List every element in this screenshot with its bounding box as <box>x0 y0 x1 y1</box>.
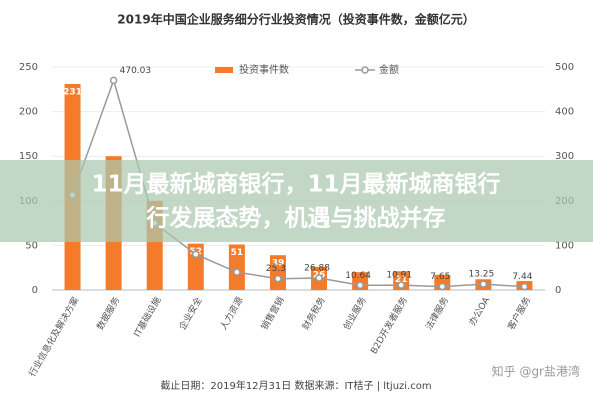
x-tick-label: 企业安全 <box>176 295 204 332</box>
line-label: 10.91 <box>386 271 412 281</box>
x-tick-label: B2D开发者服务 <box>368 295 410 356</box>
line-marker <box>233 268 241 276</box>
bar-label: 231 <box>63 87 82 97</box>
x-tick-label: 财务税务 <box>299 295 327 332</box>
overlay-band <box>0 160 593 242</box>
y-tick-label: 150 <box>19 151 38 162</box>
bar <box>187 243 204 290</box>
line-label: 25.3 <box>266 264 286 274</box>
x-tick-label: 办公OA <box>466 294 492 328</box>
line-marker <box>192 250 200 259</box>
bar-label: 21 <box>395 275 408 285</box>
source: 截止日期：2019年12月31日 数据来源：IT桔子 | ltjuzi.com <box>160 379 431 392</box>
overlay-title: 11月最新城商银行，11月最新城商银行 <box>91 171 500 198</box>
legend-marker <box>361 66 369 74</box>
line-label: 470.03 <box>120 66 152 76</box>
bar-label: 39 <box>272 259 285 269</box>
bar-label: 51 <box>231 248 244 258</box>
x-tick-label: 人力资源 <box>217 295 245 332</box>
line-marker <box>438 282 447 291</box>
x-tick-label: 法律服务 <box>423 295 451 332</box>
y-tick-label: 0 <box>32 285 38 296</box>
y2-tick-label: 500 <box>555 62 574 73</box>
line-label: 13.25 <box>468 270 494 280</box>
chart-title: 2019年中国企业服务细分行业投资情况（投资事件数，金额亿元） <box>117 12 474 27</box>
line-label: 7.44 <box>512 272 532 282</box>
watermark: 知乎 @gr盐港湾 <box>492 364 580 379</box>
legend-label: 投资事件数 <box>239 63 289 76</box>
legend-swatch <box>215 67 233 73</box>
overlay-title: 行发展态势，机遇与挑战并存 <box>146 205 446 232</box>
x-tick-label: 销售营销 <box>258 295 286 332</box>
y2-tick-label: 300 <box>555 151 574 162</box>
legend-label: 金额 <box>379 63 399 76</box>
x-tick-label: IT基础设施 <box>131 295 163 339</box>
line-label: 10.64 <box>345 271 371 281</box>
line-marker <box>274 274 282 283</box>
y-tick-label: 200 <box>19 107 38 118</box>
y-tick-label: 50 <box>25 240 38 251</box>
x-tick-label: 行业信息化及解决方案 <box>26 295 81 379</box>
line-marker <box>479 280 488 288</box>
y-tick-label: 250 <box>19 62 38 73</box>
y2-tick-label: 100 <box>555 240 574 251</box>
x-tick-label: 客户服务 <box>505 295 533 332</box>
y2-tick-label: 0 <box>555 285 561 296</box>
x-tick-label: 创业服务 <box>340 295 368 332</box>
bar <box>269 255 286 290</box>
x-tick-label: 数据服务 <box>94 295 122 332</box>
y2-tick-label: 400 <box>555 107 574 118</box>
line-marker <box>315 274 323 282</box>
bar <box>228 244 245 290</box>
line-marker <box>520 282 529 291</box>
line-marker <box>356 281 364 290</box>
line-label: 7.65 <box>430 272 450 282</box>
line-label: 26.88 <box>304 264 330 274</box>
line-marker <box>397 281 405 289</box>
line-marker <box>109 76 118 85</box>
